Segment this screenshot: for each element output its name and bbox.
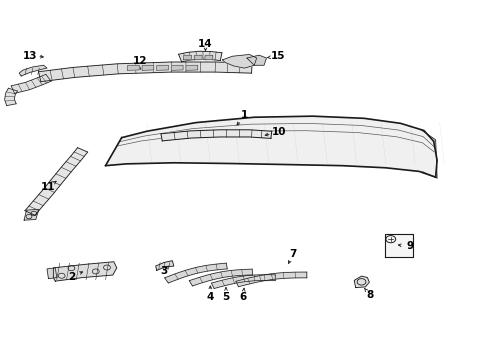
Polygon shape (204, 55, 212, 60)
Text: 11: 11 (41, 182, 56, 192)
Polygon shape (142, 65, 154, 70)
Text: 10: 10 (271, 127, 285, 136)
Polygon shape (246, 55, 266, 65)
Polygon shape (105, 116, 435, 177)
Polygon shape (211, 275, 275, 288)
Text: 14: 14 (198, 39, 212, 49)
Text: 4: 4 (206, 292, 214, 302)
Polygon shape (127, 65, 139, 70)
Polygon shape (24, 210, 39, 220)
Polygon shape (47, 268, 57, 279)
Polygon shape (25, 148, 87, 215)
Polygon shape (156, 261, 173, 270)
Polygon shape (161, 130, 271, 141)
Text: 1: 1 (241, 111, 247, 121)
Polygon shape (183, 55, 191, 60)
Polygon shape (222, 54, 256, 68)
Text: 7: 7 (289, 248, 296, 258)
Polygon shape (4, 88, 18, 105)
Polygon shape (353, 276, 368, 288)
Text: 9: 9 (406, 241, 413, 251)
Polygon shape (235, 272, 306, 287)
Polygon shape (19, 65, 47, 76)
Text: 3: 3 (160, 266, 167, 276)
Text: 2: 2 (68, 272, 75, 282)
Polygon shape (11, 75, 51, 93)
Polygon shape (194, 55, 202, 60)
Polygon shape (164, 263, 227, 283)
Polygon shape (189, 269, 252, 286)
Polygon shape (39, 62, 252, 82)
Text: 8: 8 (366, 291, 373, 301)
Polygon shape (178, 51, 222, 62)
Text: 13: 13 (22, 50, 37, 60)
Polygon shape (157, 65, 168, 70)
Text: 5: 5 (222, 292, 229, 302)
Polygon shape (384, 234, 412, 257)
Text: 6: 6 (239, 292, 246, 302)
Text: 12: 12 (132, 56, 146, 66)
Polygon shape (53, 262, 117, 281)
Text: 15: 15 (270, 51, 285, 61)
Polygon shape (171, 65, 183, 70)
Polygon shape (185, 65, 197, 70)
